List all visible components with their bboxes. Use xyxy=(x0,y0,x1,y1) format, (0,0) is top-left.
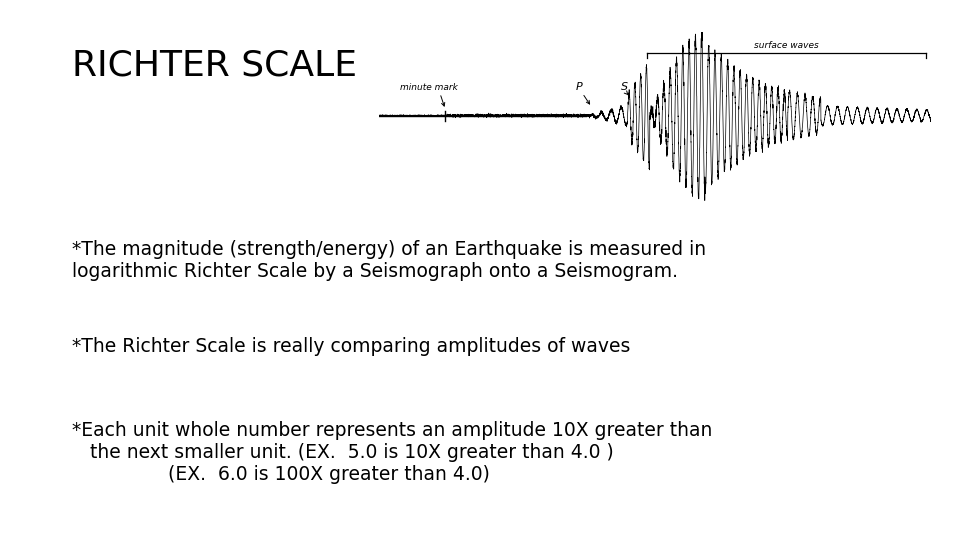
Text: *Each unit whole number represents an amplitude 10X greater than
   the next sma: *Each unit whole number represents an am… xyxy=(72,421,712,484)
Text: surface waves: surface waves xyxy=(754,41,819,50)
Text: minute mark: minute mark xyxy=(400,83,458,92)
Text: *The Richter Scale is really comparing amplitudes of waves: *The Richter Scale is really comparing a… xyxy=(72,338,631,356)
Text: S: S xyxy=(621,82,629,92)
Text: RICHTER SCALE: RICHTER SCALE xyxy=(72,49,357,83)
Text: P: P xyxy=(576,82,583,92)
Text: *The magnitude (strength/energy) of an Earthquake is measured in
logarithmic Ric: *The magnitude (strength/energy) of an E… xyxy=(72,240,707,281)
